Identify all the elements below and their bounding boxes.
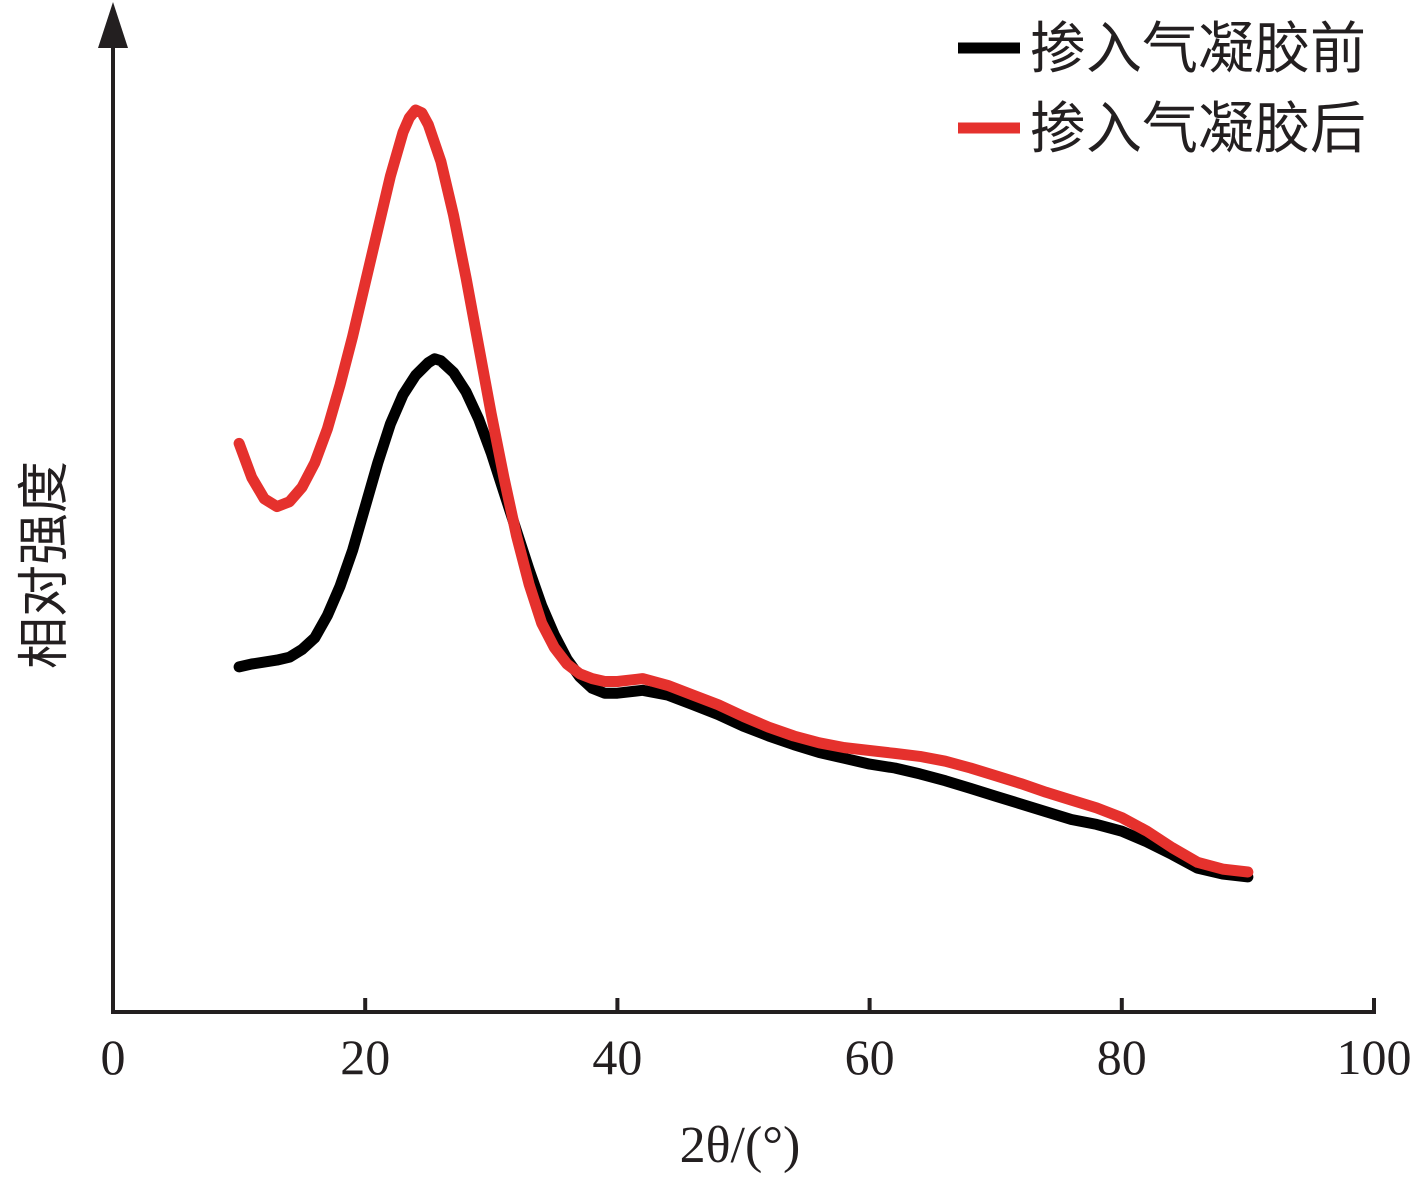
y-axis-title: 相对强度 [17,461,74,669]
x-tick-label: 100 [1337,1029,1412,1085]
x-tick-label: 60 [845,1029,895,1085]
x-ticks: 0 20 40 60 80 100 [101,998,1412,1085]
series-layer [233,104,1254,883]
legend-label-0: 掺入气凝胶前 [1030,17,1366,82]
legend-label-1: 掺入气凝胶后 [1030,97,1366,162]
series-line-1 [233,104,1254,878]
series-line-0 [233,353,1254,883]
axes [98,2,1376,1014]
x-tick-label: 20 [340,1029,390,1085]
x-tick-label: 40 [592,1029,642,1085]
y-axis-arrow-icon [98,2,128,48]
x-tick-label: 0 [101,1029,126,1085]
x-tick-label: 80 [1097,1029,1147,1085]
x-axis-title: 2θ/(°) [680,1117,801,1174]
